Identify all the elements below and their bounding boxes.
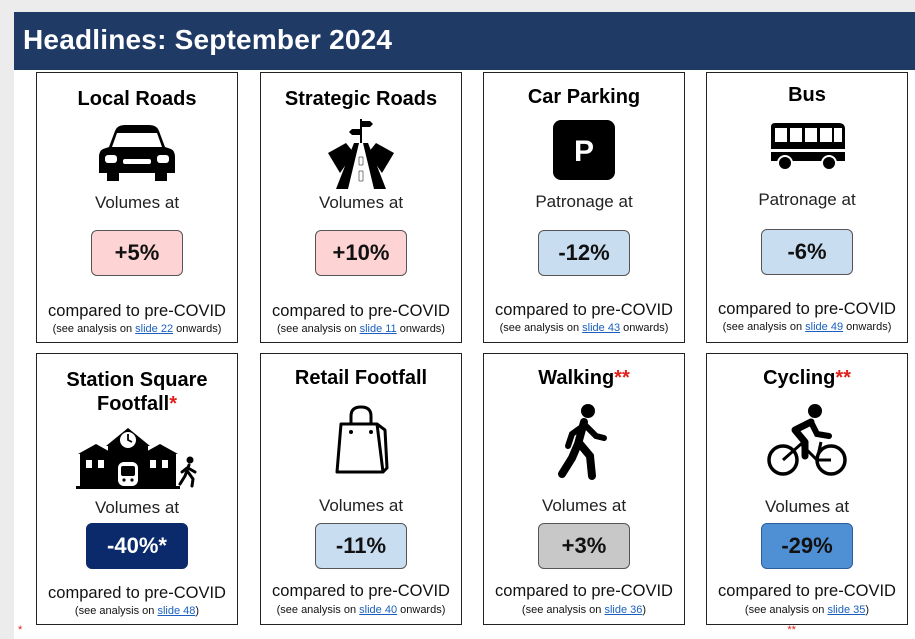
shopping-bag-icon bbox=[335, 405, 389, 474]
analysis-reference: (see analysis on slide 48) bbox=[74, 605, 200, 617]
card-strategic-roads: Strategic Roads Volumes at +10% compared… bbox=[260, 72, 462, 343]
card-car-parking: Car Parking P Patronage at -12% compared… bbox=[483, 72, 685, 343]
footnote-marker: * bbox=[18, 624, 23, 636]
metric-value: -40%* bbox=[86, 523, 188, 569]
analysis-reference: (see analysis on slide 11 onwards) bbox=[277, 323, 445, 335]
analysis-reference: (see analysis on slide 22 onwards) bbox=[52, 323, 222, 335]
metric-value: +3% bbox=[538, 523, 630, 569]
compared-text: compared to pre-COVID bbox=[48, 302, 226, 320]
car-icon bbox=[99, 125, 175, 181]
footnote-marker-2: ** bbox=[787, 624, 796, 636]
metric-label: Patronage at bbox=[535, 192, 633, 211]
metric-value: +10% bbox=[315, 230, 407, 276]
metric-label: Volumes at bbox=[318, 193, 404, 212]
slide: Headlines: September 2024 Local Roads Vo… bbox=[14, 12, 915, 639]
card-title: Strategic Roads bbox=[284, 88, 438, 110]
analysis-reference: (see analysis on slide 43 onwards) bbox=[499, 322, 669, 334]
metric-value: -29% bbox=[761, 523, 853, 569]
card-walking: Walking** Volumes at +3% compared to pre… bbox=[483, 353, 685, 625]
walking-icon bbox=[558, 404, 607, 480]
slide-link[interactable]: slide 22 bbox=[135, 323, 174, 335]
card-station-square-footfall: Station Square Footfall* Volumes at -40%… bbox=[36, 353, 238, 625]
compared-text: compared to pre-COVID bbox=[718, 300, 896, 318]
metric-value: -6% bbox=[761, 229, 853, 275]
card-local-roads: Local Roads Volumes at +5% compared to p… bbox=[36, 72, 238, 343]
metric-value: -12% bbox=[538, 230, 630, 276]
slide-link[interactable]: slide 35 bbox=[827, 604, 866, 616]
card-title: Cycling** bbox=[763, 367, 851, 389]
card-title: Local Roads bbox=[77, 88, 197, 110]
metric-value: +5% bbox=[91, 230, 183, 276]
bus-icon bbox=[771, 123, 845, 171]
metric-label: Volumes at bbox=[94, 193, 180, 212]
card-title: Station Square Footfall* bbox=[66, 369, 208, 415]
svg-text:P: P bbox=[574, 135, 594, 168]
footnote: * ** bbox=[18, 624, 898, 639]
compared-text: compared to pre-COVID bbox=[495, 582, 673, 600]
compared-text: compared to pre-COVID bbox=[272, 302, 450, 320]
metric-label: Volumes at bbox=[541, 496, 627, 515]
compared-text: compared to pre-COVID bbox=[272, 582, 450, 600]
slide-link[interactable]: slide 11 bbox=[359, 323, 397, 335]
cycling-icon bbox=[767, 404, 847, 476]
analysis-reference: (see analysis on slide 40 onwards) bbox=[276, 604, 446, 616]
parking-icon: P bbox=[553, 120, 615, 180]
metric-label: Volumes at bbox=[94, 498, 180, 517]
slide-link[interactable]: slide 40 bbox=[359, 604, 398, 616]
header-bar: Headlines: September 2024 bbox=[14, 12, 915, 70]
compared-text: compared to pre-COVID bbox=[495, 301, 673, 319]
slide-link[interactable]: slide 48 bbox=[157, 605, 196, 617]
metric-label: Volumes at bbox=[764, 497, 850, 516]
card-title: Walking** bbox=[538, 367, 630, 389]
metric-value: -11% bbox=[315, 523, 407, 569]
metric-label: Patronage at bbox=[758, 190, 856, 209]
metric-label: Volumes at bbox=[318, 496, 404, 515]
compared-text: compared to pre-COVID bbox=[718, 582, 896, 600]
analysis-reference: (see analysis on slide 36) bbox=[521, 604, 647, 616]
station-icon bbox=[76, 428, 197, 489]
card-title: Retail Footfall bbox=[294, 367, 428, 389]
analysis-reference: (see analysis on slide 49 onwards) bbox=[722, 321, 892, 333]
analysis-reference: (see analysis on slide 35) bbox=[744, 604, 870, 616]
highway-icon bbox=[328, 119, 394, 189]
card-retail-footfall: Retail Footfall Volumes at -11% compared… bbox=[260, 353, 462, 625]
slide-link[interactable]: slide 49 bbox=[805, 321, 844, 333]
page-title: Headlines: September 2024 bbox=[23, 24, 393, 55]
slide-link[interactable]: slide 43 bbox=[582, 322, 621, 334]
card-title: Bus bbox=[788, 84, 826, 106]
card-title: Car Parking bbox=[527, 86, 641, 108]
compared-text: compared to pre-COVID bbox=[48, 584, 226, 602]
slide-link[interactable]: slide 36 bbox=[604, 604, 643, 616]
card-cycling: Cycling** Volumes at -29% compared to pr… bbox=[706, 353, 908, 625]
card-bus: Bus Patronage at -6% compared to pre-COV… bbox=[706, 72, 908, 343]
